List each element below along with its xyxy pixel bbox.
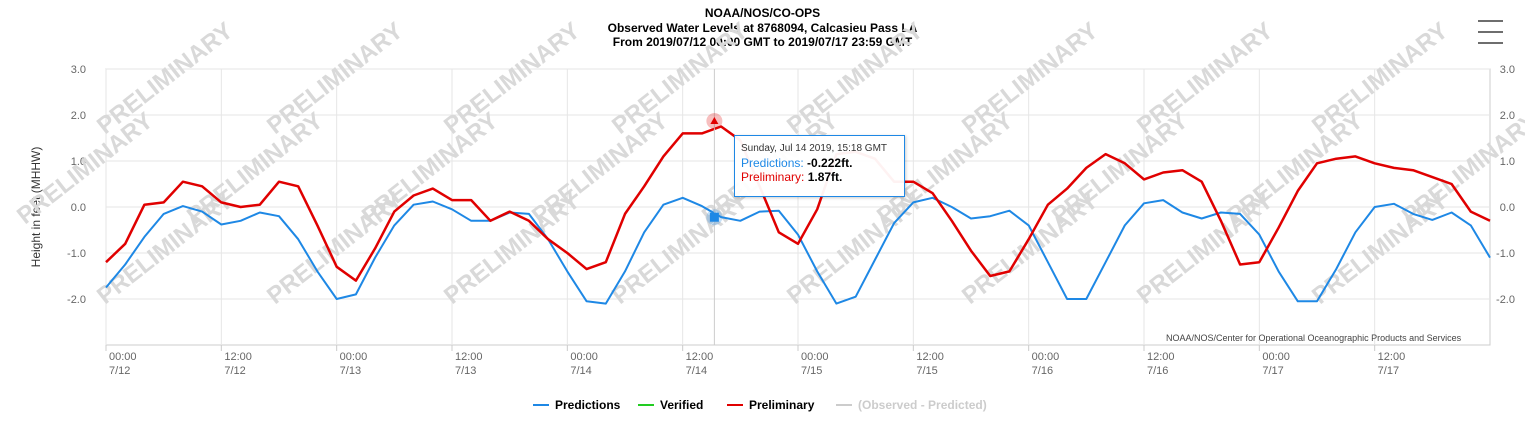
x-tick-label-time: 12:00	[1378, 351, 1406, 363]
watermark-text: PRELIMINARY	[439, 17, 585, 140]
x-tick-label-time: 12:00	[916, 351, 944, 363]
y-tick-label-right: -1.0	[1496, 248, 1515, 260]
tooltip-preliminary-label: Preliminary:	[741, 170, 805, 184]
chart-tooltip: Sunday, Jul 14 2019, 15:18 GMT Predictio…	[734, 135, 905, 197]
watermark-text: PRELIMINARY	[607, 187, 753, 310]
x-tick-label-time: 12:00	[455, 351, 483, 363]
x-tick-label-date: 7/16	[1147, 365, 1168, 377]
y-axis-title: Height in feet (MHHW)	[29, 147, 43, 268]
y-tick-label-left: 3.0	[71, 64, 86, 76]
chart-agency: NOAA/NOS/CO-OPS	[704, 6, 821, 20]
x-tick-label-time: 00:00	[1262, 351, 1290, 363]
x-tick-label-date: 7/13	[455, 365, 476, 377]
watermark-text: PRELIMINARY	[92, 187, 238, 310]
x-tick-label-time: 12:00	[686, 351, 714, 363]
x-tick-label-time: 00:00	[1032, 351, 1060, 363]
watermark-text: PRELIMINARY	[1132, 187, 1278, 310]
tooltip-predictions-value: -0.222ft.	[807, 156, 853, 170]
y-tick-label-right: -2.0	[1496, 294, 1515, 306]
chart-legend: Predictions Verified Preliminary (Observ…	[0, 398, 1525, 416]
y-tick-label-left: -2.0	[67, 294, 86, 306]
legend-item-verified[interactable]: Verified	[638, 398, 703, 412]
x-tick-label-time: 12:00	[224, 351, 252, 363]
watermark-text: PRELIMINARY	[1307, 17, 1453, 140]
legend-item-preliminary[interactable]: Preliminary	[727, 398, 814, 412]
x-tick-label-date: 7/17	[1378, 365, 1399, 377]
y-tick-label-right: 3.0	[1500, 64, 1515, 76]
tooltip-predictions-row: Predictions: -0.222ft.	[741, 156, 904, 170]
watermark-text: PRELIMINARY	[92, 17, 238, 140]
x-tick-label-time: 00:00	[570, 351, 598, 363]
x-tick-label-time: 12:00	[1147, 351, 1175, 363]
y-tick-label-left: 2.0	[71, 110, 86, 122]
x-tick-label-date: 7/16	[1032, 365, 1053, 377]
y-tick-label-right: 0.0	[1500, 202, 1515, 214]
watermark-text: PRELIMINARY	[262, 187, 408, 310]
series-line-preliminary	[105, 125, 1491, 282]
watermark-text: PRELIMINARY	[1132, 17, 1278, 140]
legend-swatch-verified	[638, 403, 654, 406]
y-tick-label-left: -1.0	[67, 248, 86, 260]
watermark-text: PRELIMINARY	[957, 17, 1103, 140]
x-tick-label-time: 00:00	[801, 351, 829, 363]
x-tick-label-time: 00:00	[340, 351, 368, 363]
y-tick-label-right: 1.0	[1500, 156, 1515, 168]
legend-swatch-predictions	[533, 403, 549, 406]
credit-text: NOAA/NOS/Center for Operational Oceanogr…	[1166, 333, 1462, 343]
x-tick-label-time: 00:00	[109, 351, 137, 363]
legend-label-observed-minus-predicted: (Observed - Predicted)	[858, 398, 987, 412]
x-tick-label-date: 7/14	[570, 365, 591, 377]
preliminary-hover-marker	[710, 116, 719, 124]
x-tick-label-date: 7/15	[801, 365, 822, 377]
legend-label-predictions: Predictions	[555, 398, 621, 412]
series-line-predictions	[105, 196, 1491, 305]
tooltip-date: Sunday, Jul 14 2019, 15:18 GMT	[741, 143, 888, 154]
legend-item-observed-minus-predicted[interactable]: (Observed - Predicted)	[836, 398, 987, 412]
y-tick-label-left: 1.0	[71, 156, 86, 168]
watermark-text: PRELIMINARY	[782, 187, 928, 310]
legend-swatch-preliminary	[727, 403, 743, 406]
x-tick-label-date: 7/17	[1262, 365, 1283, 377]
watermark-text: PRELIMINARY	[607, 17, 753, 140]
x-tick-label-date: 7/14	[686, 365, 707, 377]
x-tick-label-date: 7/15	[916, 365, 937, 377]
watermark-text: PRELIMINARY	[957, 187, 1103, 310]
y-tick-label-right: 2.0	[1500, 110, 1515, 122]
chart-title-block: NOAA/NOS/CO-OPS Observed Water Levels at…	[0, 6, 1525, 50]
tooltip-preliminary-row: Preliminary: 1.87ft.	[741, 170, 904, 184]
watermark-text: PRELIMINARY	[782, 17, 928, 140]
x-tick-label-date: 7/13	[340, 365, 361, 377]
prediction-hover-marker	[709, 212, 719, 222]
chart-title: Observed Water Levels at 8768094, Calcas…	[607, 20, 918, 35]
y-tick-label-left: 0.0	[71, 202, 86, 214]
legend-label-verified: Verified	[660, 398, 704, 412]
watermark-text: PRELIMINARY	[262, 17, 408, 140]
x-tick-label-date: 7/12	[224, 365, 245, 377]
tooltip-preliminary-value: 1.87ft.	[807, 170, 843, 184]
watermark-text: PRELIMINARY	[439, 187, 585, 310]
legend-label-preliminary: Preliminary	[749, 398, 815, 412]
chart-date-range: From 2019/07/12 00:00 GMT to 2019/07/17 …	[612, 35, 913, 49]
tooltip-predictions-label: Predictions:	[741, 156, 804, 170]
legend-item-predictions[interactable]: Predictions	[533, 398, 620, 412]
x-tick-label-date: 7/12	[109, 365, 130, 377]
legend-swatch-observed-minus-predicted	[836, 403, 852, 406]
menu-icon[interactable]	[1470, 14, 1510, 50]
